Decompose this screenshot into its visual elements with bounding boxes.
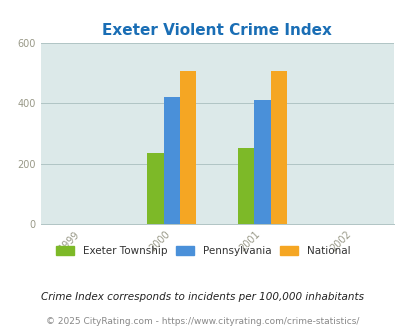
Bar <box>180 71 196 224</box>
Bar <box>270 71 286 224</box>
Text: Crime Index corresponds to incidents per 100,000 inhabitants: Crime Index corresponds to incidents per… <box>41 292 364 302</box>
Title: Exeter Violent Crime Index: Exeter Violent Crime Index <box>102 22 331 38</box>
Bar <box>254 100 270 224</box>
Bar <box>237 148 254 224</box>
Text: © 2025 CityRating.com - https://www.cityrating.com/crime-statistics/: © 2025 CityRating.com - https://www.city… <box>46 317 359 326</box>
Bar <box>163 97 180 224</box>
Legend: Exeter Township, Pennsylvania, National: Exeter Township, Pennsylvania, National <box>51 242 354 260</box>
Bar <box>147 153 163 224</box>
